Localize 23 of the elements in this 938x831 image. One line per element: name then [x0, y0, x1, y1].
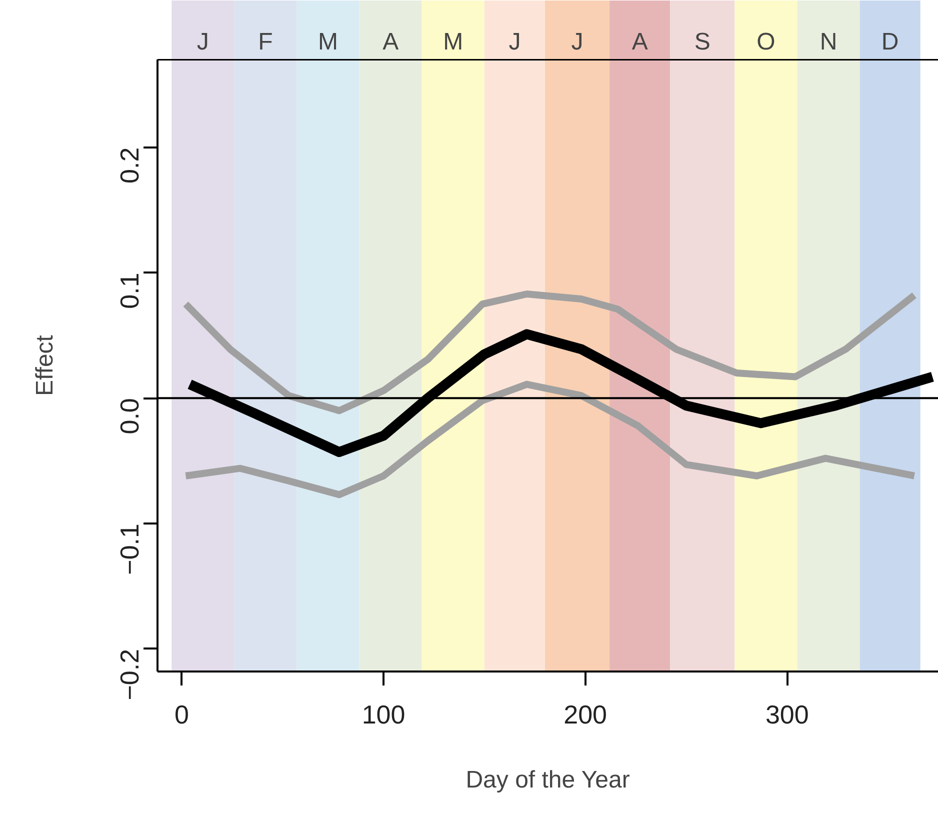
y-tick-label: −0.2: [114, 648, 144, 700]
band-label: J: [196, 28, 209, 56]
y-tick-label: 0.2: [114, 147, 144, 184]
x-tick-label: 0: [174, 700, 189, 730]
band-label: D: [881, 28, 899, 56]
y-axis-title: Effect: [32, 334, 58, 396]
band-label: J: [508, 28, 521, 56]
band-label: S: [694, 28, 710, 56]
x-tick-label: 200: [564, 700, 608, 730]
band-label: J: [571, 28, 584, 56]
band-label: A: [632, 28, 648, 56]
band-label: F: [258, 28, 273, 56]
y-tick-label: 0.0: [114, 398, 144, 434]
y-tick-label: −0.1: [114, 524, 144, 575]
x-tick-label: 100: [362, 700, 406, 730]
band-label: M: [443, 28, 464, 56]
x-tick-label: 300: [765, 700, 809, 730]
band-label: M: [318, 28, 338, 56]
band-label: N: [820, 28, 838, 56]
x-axis-title: Day of the Year: [466, 766, 630, 794]
band-label: A: [382, 28, 399, 56]
y-tick-label: 0.1: [114, 272, 144, 309]
band-label: O: [756, 28, 776, 56]
